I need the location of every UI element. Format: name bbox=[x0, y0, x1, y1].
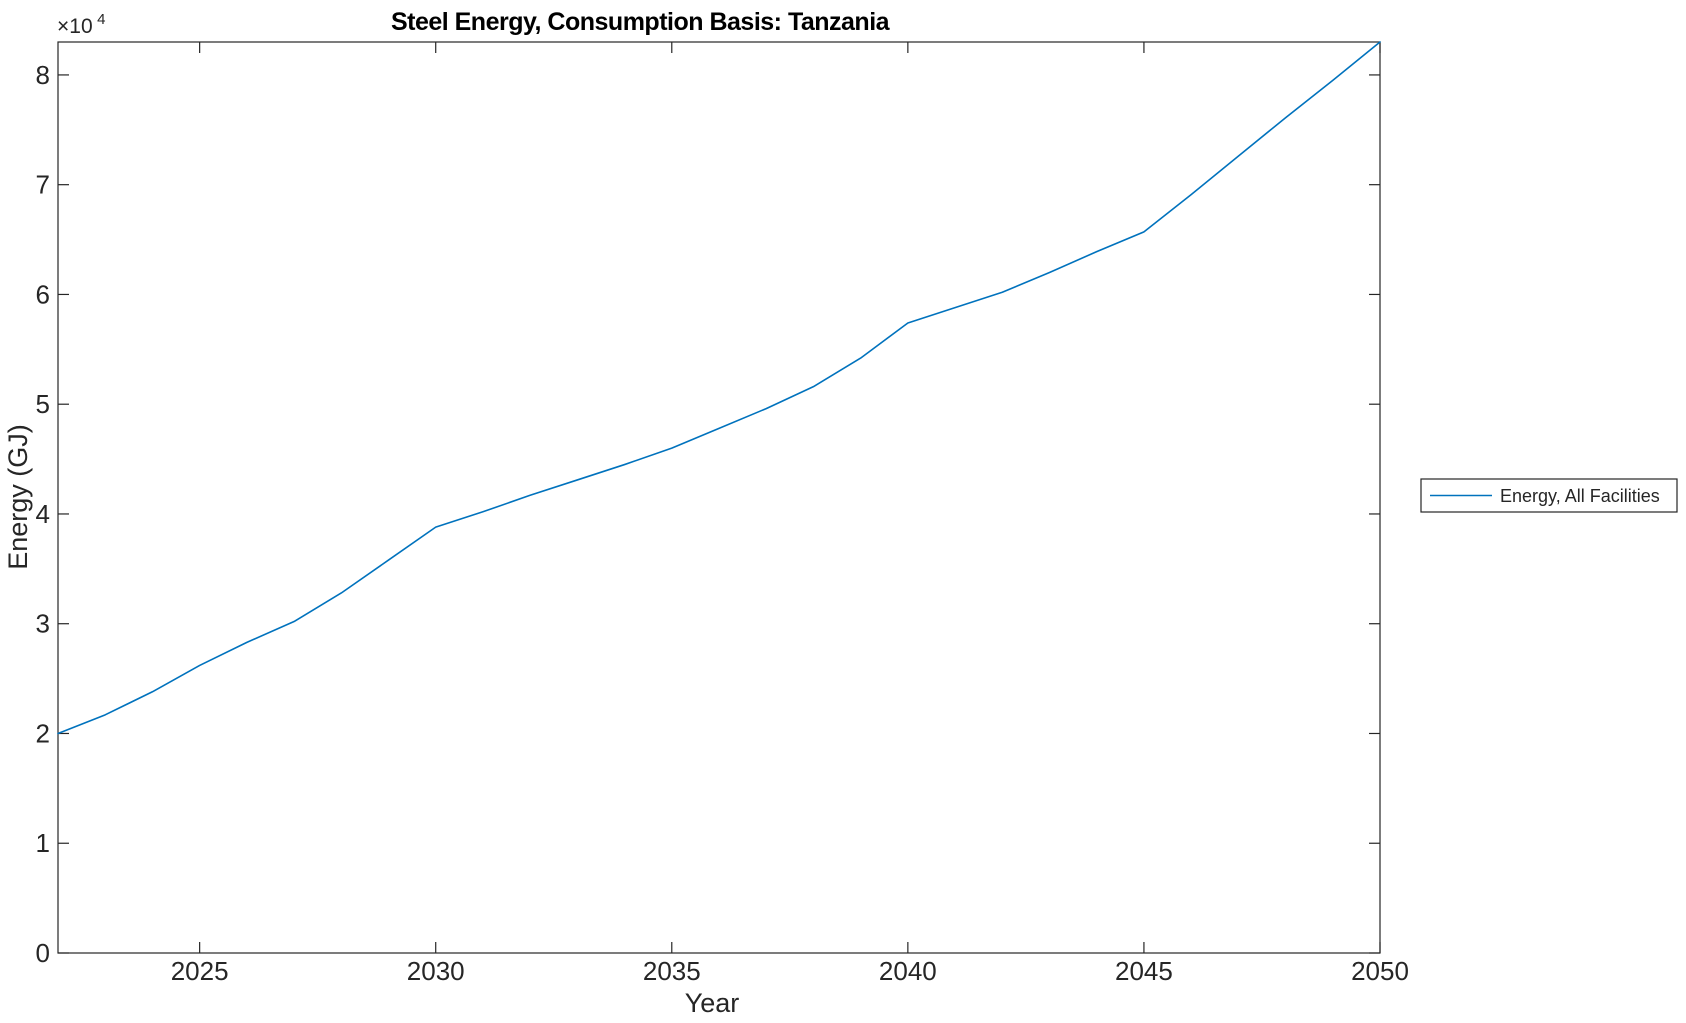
chart-title: Steel Energy, Consumption Basis: Tanzani… bbox=[391, 8, 891, 36]
axis-ticks bbox=[58, 42, 1381, 954]
y-axis-multiplier-exponent: 4 bbox=[97, 11, 105, 28]
x-tick-label: 2045 bbox=[1115, 956, 1173, 986]
x-tick-label: 2040 bbox=[879, 956, 937, 986]
x-tick-label: 2025 bbox=[171, 956, 229, 986]
legend: Energy, All Facilities bbox=[1420, 478, 1678, 513]
data-series-layer bbox=[57, 41, 1381, 735]
y-axis-label: Energy (GJ) bbox=[3, 424, 33, 570]
y-tick-label: 4 bbox=[36, 499, 50, 529]
x-tick-label: 2050 bbox=[1351, 956, 1409, 986]
axis-tick-labels: 2025 2030 2035 2040 2045 2050 0 1 2 3 4 5 6 7 8 bbox=[36, 60, 1409, 986]
plot-area bbox=[57, 41, 1381, 954]
x-tick-label: 2030 bbox=[407, 956, 465, 986]
energy-series-line bbox=[57, 41, 1381, 735]
y-axis-multiplier-base: ×10 bbox=[57, 15, 93, 38]
y-axis-multiplier: ×10 4 bbox=[57, 11, 105, 38]
y-tick-label: 5 bbox=[36, 389, 50, 419]
y-tick-label: 1 bbox=[36, 828, 50, 858]
x-tick-label: 2035 bbox=[643, 956, 701, 986]
y-tick-label: 7 bbox=[36, 170, 50, 200]
y-tick-label: 3 bbox=[36, 609, 50, 639]
y-tick-label: 2 bbox=[36, 718, 50, 748]
legend-entry-label: Energy, All Facilities bbox=[1500, 486, 1660, 506]
y-tick-label: 8 bbox=[36, 60, 50, 90]
y-tick-label: 0 bbox=[36, 938, 50, 968]
y-tick-label: 6 bbox=[36, 279, 50, 309]
x-axis-label: Year bbox=[685, 988, 740, 1018]
